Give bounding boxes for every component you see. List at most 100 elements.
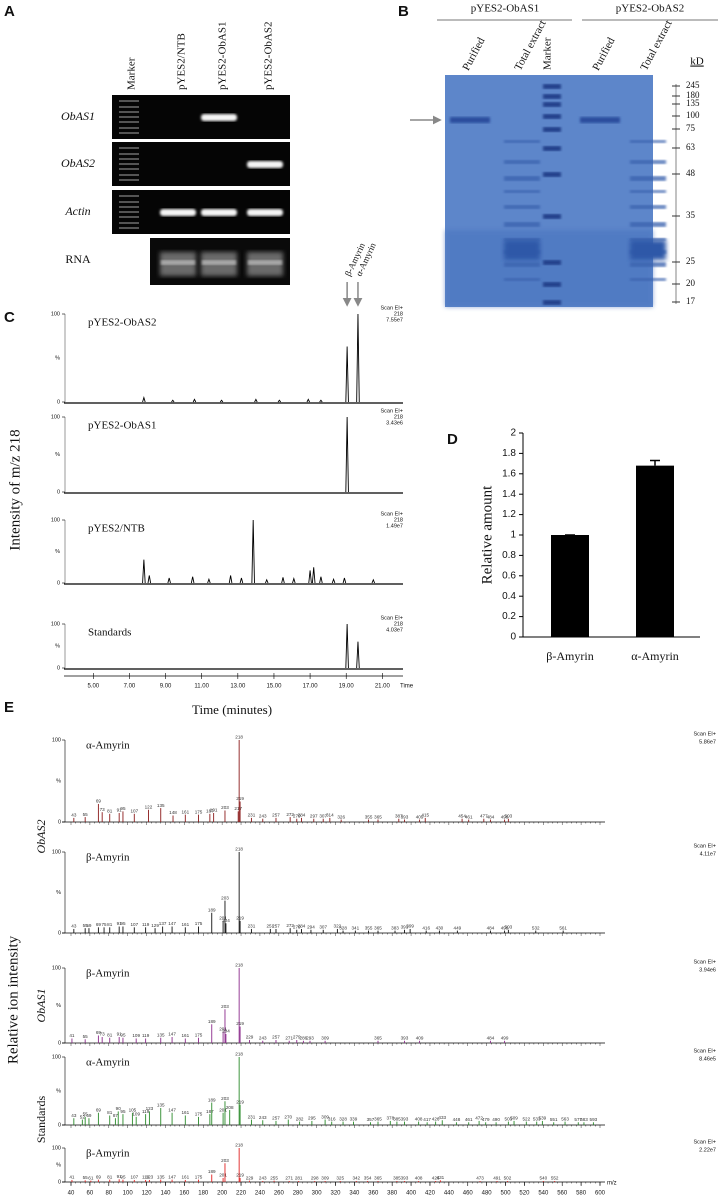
peak-label: 354 <box>364 1176 372 1181</box>
peak-label: 385 <box>393 1116 401 1121</box>
peak-label: 509 <box>510 1116 518 1121</box>
peak <box>342 577 347 584</box>
peak-label: 243 <box>259 813 267 818</box>
peak-label: 95 <box>120 1109 126 1114</box>
ladder-band <box>543 172 561 177</box>
peak-label: 522 <box>522 1116 530 1121</box>
scale-label: 8.46e5 <box>699 1056 716 1062</box>
scan-label: Scan EI+ <box>694 959 716 965</box>
x-tick-label: 15.00 <box>266 684 282 690</box>
peak-label: 231 <box>248 813 256 818</box>
x-tick-label: 40 <box>68 1191 75 1197</box>
y-tick-label: 0.4 <box>502 591 516 602</box>
peak-label: 499 <box>501 1035 509 1040</box>
peak-label: 415 <box>421 813 429 818</box>
lane-label: pYES2/NTB <box>176 33 188 90</box>
peak-label: 426 <box>432 1176 440 1181</box>
peak <box>171 399 175 403</box>
peak-label: 328 <box>339 925 347 930</box>
peak-label: 449 <box>454 925 462 930</box>
rna-band <box>161 260 195 265</box>
peak-label: 243 <box>259 1176 267 1181</box>
x-tick-label: 9.00 <box>160 684 172 690</box>
peak-label: 219 <box>236 796 244 801</box>
peak-label: 123 <box>146 1106 154 1111</box>
y-tick-label: 0 <box>58 1179 61 1185</box>
x-tick-label: 520 <box>519 1191 530 1197</box>
band <box>504 222 540 227</box>
peak-label: 231 <box>248 924 256 929</box>
peak-label: 218 <box>235 847 243 852</box>
y-tick-label: 100 <box>51 621 60 627</box>
peak-label: 59 <box>86 1113 92 1118</box>
peak-label: 91 <box>117 1032 123 1037</box>
group-label: ObAS1 <box>34 989 48 1023</box>
panel-label: B <box>398 3 409 20</box>
peak-label: 61 <box>88 1175 94 1180</box>
peak-label: 314 <box>326 813 334 818</box>
y-tick-label: 100 <box>52 849 61 855</box>
group-label: Standards <box>34 1096 48 1144</box>
peak-label: 55 <box>83 1175 89 1180</box>
peak-label: 135 <box>157 803 165 808</box>
peak-label: 187 <box>206 809 214 814</box>
y-tick-label: 0 <box>510 632 516 643</box>
peak-label: 41 <box>69 1175 75 1180</box>
size-label: 245 <box>686 80 700 90</box>
ladder-band <box>543 146 561 151</box>
peak-label: 55 <box>83 1034 89 1039</box>
scan-label: Scan EI+ <box>694 1139 716 1145</box>
trace-label: pYES2-ObAS2 <box>88 317 156 329</box>
y-tick-label: 100 <box>51 517 60 523</box>
y-tick-label: 0 <box>58 1040 61 1046</box>
peak-label: 257 <box>272 1035 280 1040</box>
x-tick-label: 400 <box>406 1191 417 1197</box>
y-tick-label: 0.6 <box>502 570 516 581</box>
peak-label: 477 <box>480 813 488 818</box>
x-tick-label: 80 <box>105 1191 112 1197</box>
peak-label: 355 <box>365 925 373 930</box>
scan-label: Scan EI+ <box>694 731 716 737</box>
peak-label: 161 <box>181 1033 189 1038</box>
y-unit: % <box>56 1088 61 1094</box>
peak-label: 393 <box>401 814 409 819</box>
scan-label: Scan EI+ <box>381 511 403 517</box>
peak-label: 503 <box>505 813 513 818</box>
peak-label: 408 <box>415 1116 423 1121</box>
peak-label: 147 <box>168 1032 176 1037</box>
panel-label: A <box>4 3 15 20</box>
peak-label: 408 <box>415 1176 423 1181</box>
peak-label: 339 <box>350 1116 358 1121</box>
peak <box>192 398 197 403</box>
peak-label: 316 <box>328 1116 336 1121</box>
x-tick-label: 260 <box>274 1191 285 1197</box>
ladder-band <box>543 84 561 89</box>
peak-label: 539 <box>539 1116 547 1121</box>
peak-label: 229 <box>246 1175 254 1180</box>
peak-label: 191 <box>210 808 218 813</box>
peak <box>306 398 310 403</box>
peak-label: 309 <box>321 1114 329 1119</box>
peak-label: 95 <box>120 1032 126 1037</box>
peak-label: 55 <box>83 812 89 817</box>
peak-label: 282 <box>296 1116 304 1121</box>
lane-label: Purified <box>460 35 487 72</box>
x-tick-label: 320 <box>330 1191 341 1197</box>
x-axis-name: Time <box>400 684 414 690</box>
peak-label: 69 <box>96 922 102 927</box>
y-tick-label: 1.8 <box>502 448 516 459</box>
peak <box>345 346 349 403</box>
band <box>201 209 237 216</box>
band <box>630 278 666 281</box>
peak-label: 499 <box>501 814 509 819</box>
peak-label: 416 <box>422 925 430 930</box>
x-tick-label: 440 <box>444 1191 455 1197</box>
mass-label: 218 <box>394 517 403 523</box>
band <box>247 161 283 168</box>
peak-label: 561 <box>559 925 567 930</box>
peak-label: 357 <box>367 1117 375 1122</box>
y-unit: % <box>56 1003 61 1009</box>
peak-label: 294 <box>307 924 315 929</box>
y-tick-label: 2 <box>510 428 516 439</box>
